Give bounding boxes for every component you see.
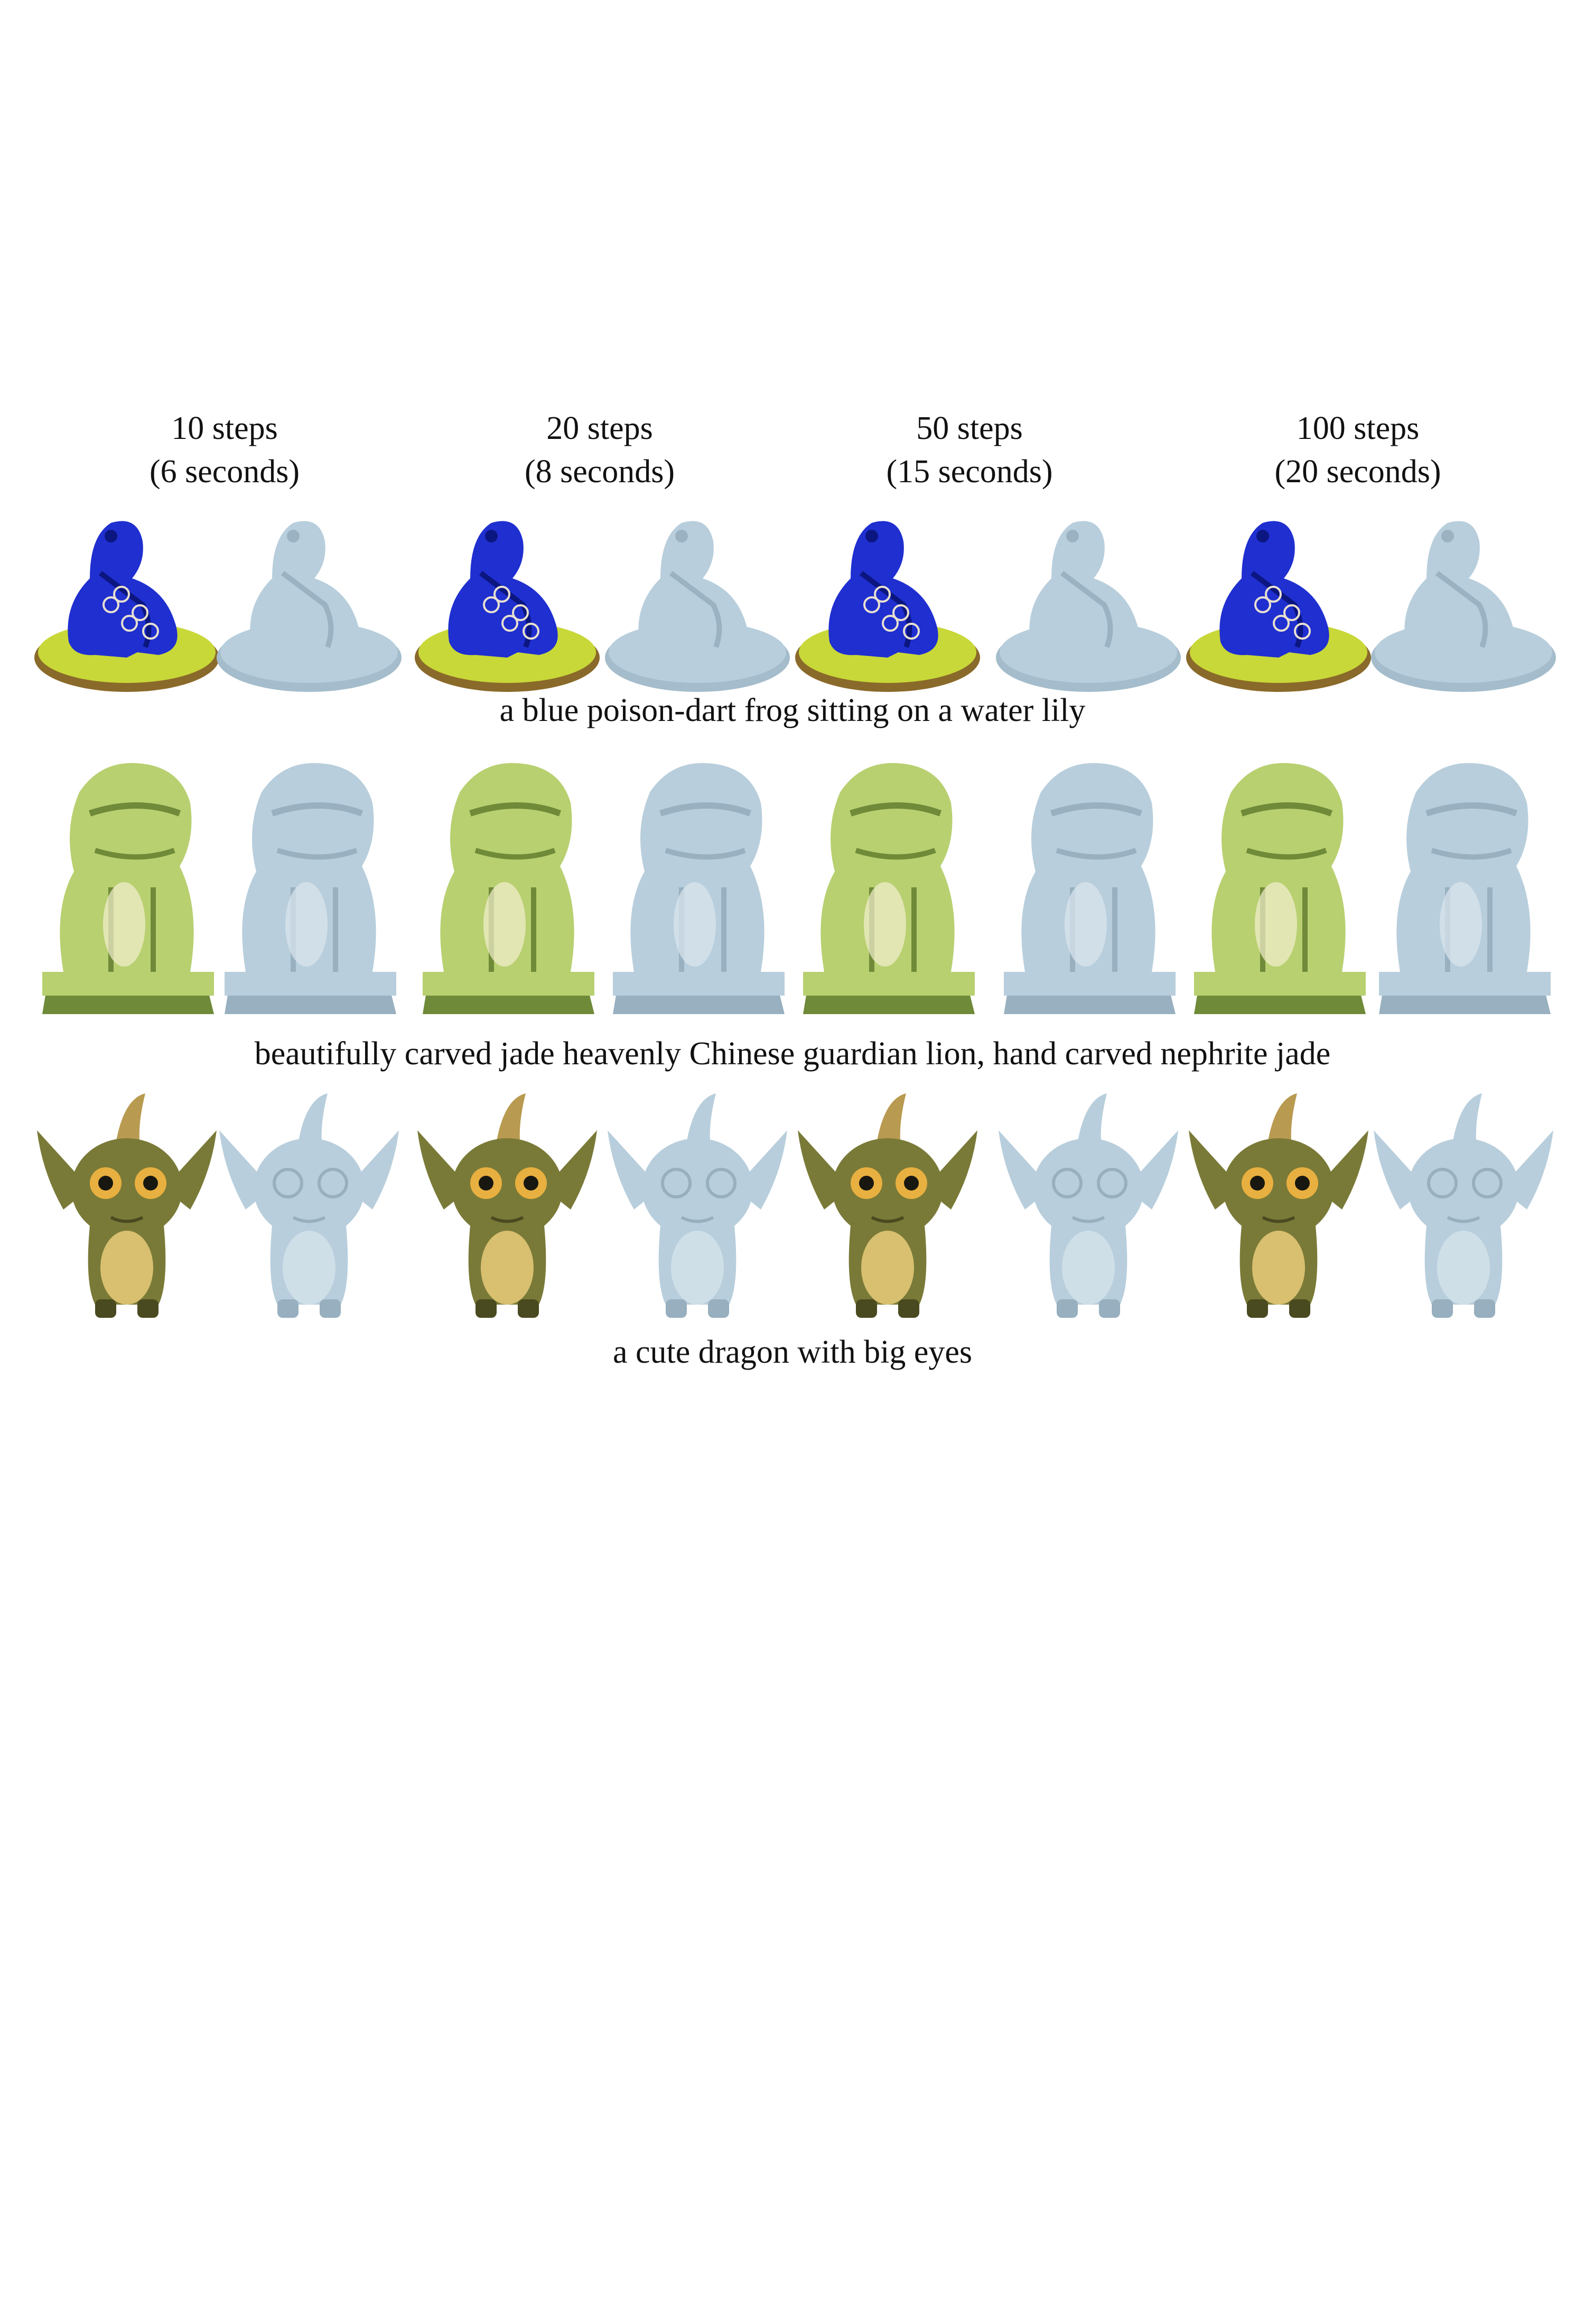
lion-textured-render-col2 — [412, 750, 602, 1019]
lion-geometry-image — [1004, 763, 1176, 1014]
dragon-geometry-render-col1 — [214, 1093, 404, 1326]
lion-textured-image — [803, 763, 975, 1014]
column-steps-label: 10 steps — [171, 410, 278, 446]
lion-geometry-render-col1 — [214, 750, 404, 1019]
frog-textured-image — [34, 521, 219, 692]
frog-geometry-render-col2 — [602, 499, 792, 700]
column-header-20-steps: 20 steps (8 seconds) — [468, 407, 732, 493]
column-header-100-steps: 100 steps (20 seconds) — [1226, 407, 1490, 493]
dragon-textured-render-col2 — [412, 1093, 602, 1326]
column-steps-label: 20 steps — [546, 410, 653, 446]
dragon-geometry-render-col2 — [602, 1093, 792, 1326]
lion-geometry-render-col2 — [602, 750, 792, 1019]
lion-geometry-image — [613, 763, 785, 1014]
column-time-label: (15 seconds) — [886, 454, 1053, 490]
lion-textured-image — [1194, 763, 1366, 1014]
lion-geometry-render-col4 — [1368, 750, 1559, 1019]
dragon-textured-image — [417, 1093, 597, 1318]
dragon-geometry-image — [999, 1093, 1178, 1318]
dragon-geometry-image — [219, 1093, 399, 1318]
lion-textured-render-col3 — [792, 750, 983, 1019]
column-header-10-steps: 10 steps (6 seconds) — [92, 407, 357, 493]
frog-geometry-image — [217, 521, 402, 692]
column-steps-label: 100 steps — [1296, 410, 1420, 446]
frog-textured-render-col2 — [412, 499, 602, 700]
column-time-label: (20 seconds) — [1274, 454, 1441, 490]
dragon-caption: a cute dragon with big eyes — [612, 1334, 973, 1370]
frog-geometry-render-col3 — [993, 499, 1183, 700]
frog-textured-image — [415, 521, 600, 692]
frog-geometry-image — [1371, 521, 1556, 692]
dragon-textured-render-col1 — [32, 1093, 222, 1326]
frog-geometry-render-col1 — [214, 499, 404, 700]
frog-textured-render-col1 — [32, 499, 222, 700]
frog-geometry-image — [996, 521, 1181, 692]
dragon-textured-image — [1189, 1093, 1368, 1318]
dragon-textured-render-col3 — [792, 1093, 983, 1326]
column-steps-label: 50 steps — [916, 410, 1023, 446]
lion-textured-render-col4 — [1183, 750, 1374, 1019]
frog-caption: a blue poison-dart frog sitting on a wat… — [499, 692, 1086, 728]
lion-geometry-render-col3 — [993, 750, 1183, 1019]
lion-textured-image — [423, 763, 594, 1014]
dragon-geometry-image — [1374, 1093, 1553, 1318]
frog-geometry-image — [605, 521, 790, 692]
dragon-geometry-render-col4 — [1368, 1093, 1559, 1326]
dragon-geometry-image — [608, 1093, 787, 1318]
column-time-label: (6 seconds) — [149, 454, 300, 490]
lion-geometry-image — [225, 763, 396, 1014]
frog-geometry-render-col4 — [1368, 499, 1559, 700]
lion-textured-image — [42, 763, 214, 1014]
lion-geometry-image — [1379, 763, 1551, 1014]
frog-textured-image — [1186, 521, 1371, 692]
column-header-50-steps: 50 steps (15 seconds) — [837, 407, 1102, 493]
frog-textured-render-col4 — [1183, 499, 1374, 700]
column-time-label: (8 seconds) — [524, 454, 675, 490]
dragon-textured-image — [798, 1093, 977, 1318]
dragon-textured-image — [37, 1093, 217, 1318]
dragon-geometry-render-col3 — [993, 1093, 1183, 1326]
lion-caption: beautifully carved jade heavenly Chinese… — [254, 1036, 1331, 1072]
frog-textured-render-col3 — [792, 499, 983, 700]
lion-textured-render-col1 — [32, 750, 222, 1019]
frog-textured-image — [795, 521, 980, 692]
dragon-textured-render-col4 — [1183, 1093, 1374, 1326]
